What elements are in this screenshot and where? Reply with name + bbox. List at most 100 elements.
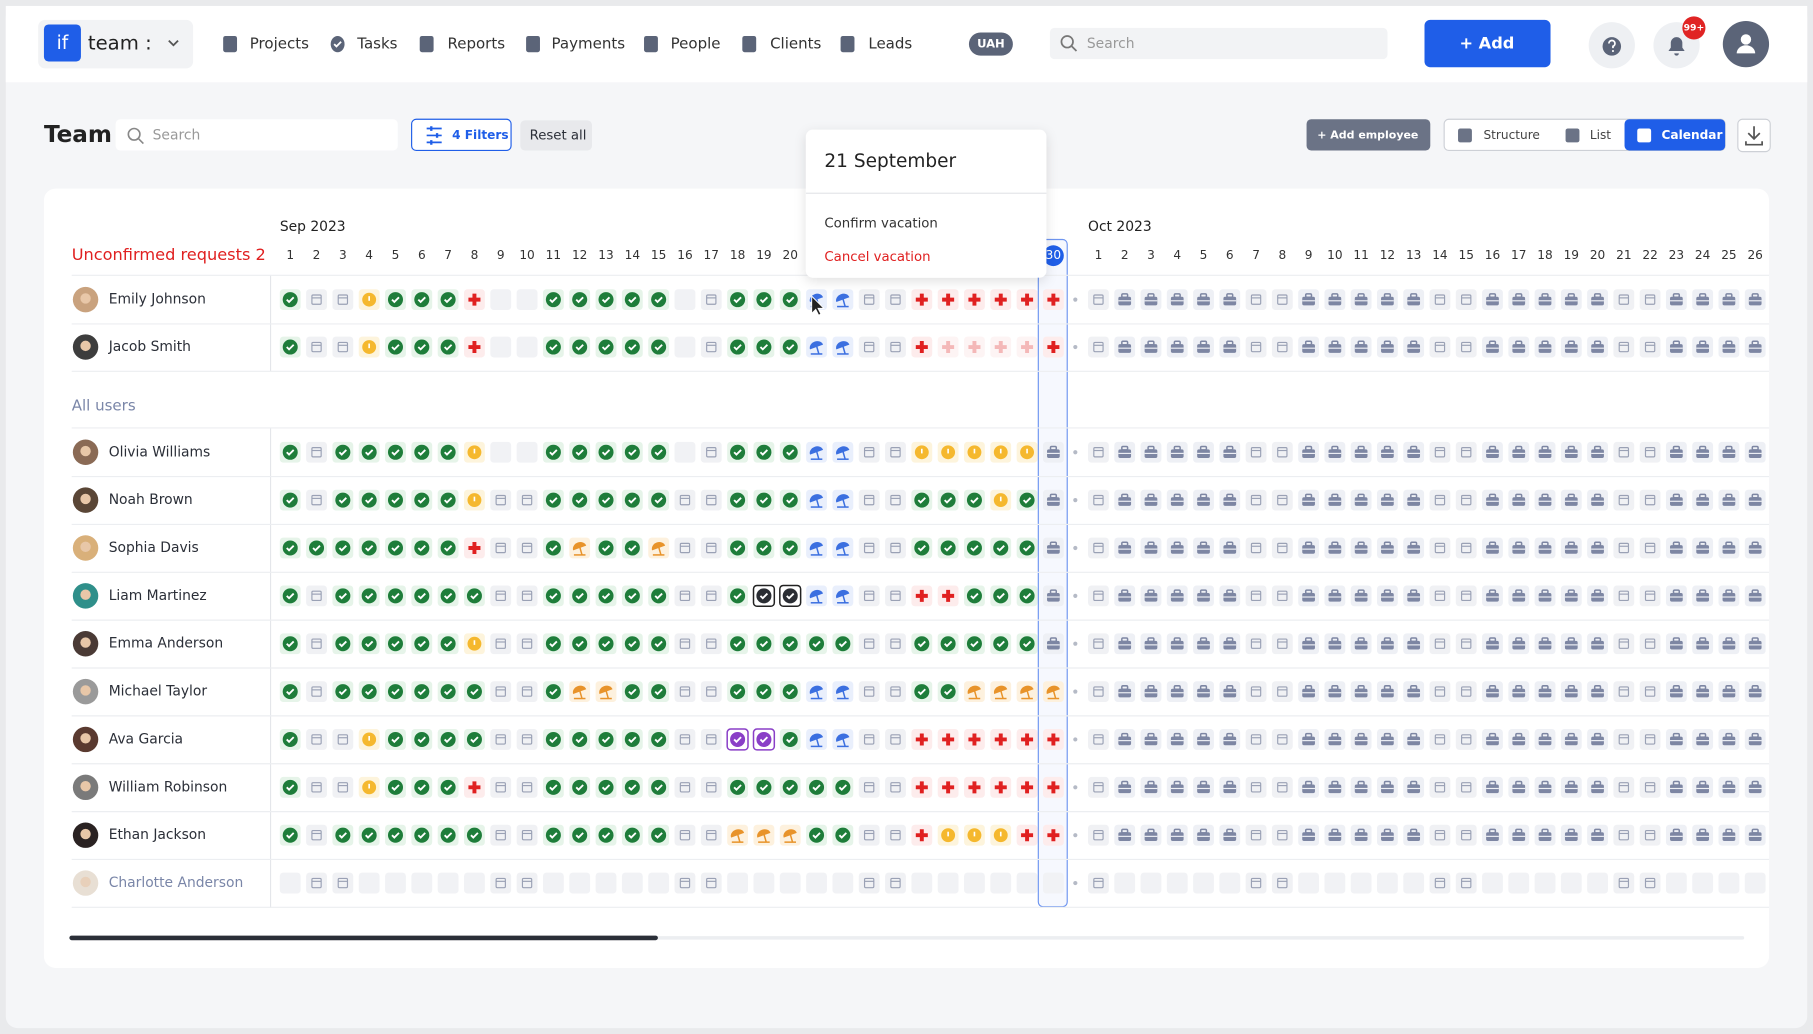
status-sick[interactable] — [911, 289, 933, 311]
status-day-off[interactable] — [674, 537, 696, 559]
status-planned[interactable] — [1692, 336, 1714, 358]
status-empty[interactable] — [358, 872, 380, 894]
status-planned[interactable] — [1324, 633, 1346, 655]
status-planned[interactable] — [1166, 489, 1188, 511]
status-pending[interactable] — [1016, 441, 1038, 463]
status-empty[interactable] — [964, 872, 985, 894]
status-sick[interactable] — [1042, 776, 1064, 798]
status-empty[interactable] — [595, 872, 617, 894]
status-working[interactable] — [648, 776, 670, 798]
status-vacation[interactable] — [806, 489, 827, 511]
status-day-off[interactable] — [885, 633, 906, 655]
status-day-off[interactable] — [306, 824, 327, 846]
status-planned[interactable] — [1350, 633, 1372, 655]
status-day-off[interactable] — [885, 681, 906, 702]
status-day-off[interactable] — [858, 633, 880, 655]
status-planned[interactable] — [1140, 289, 1162, 311]
status-planned[interactable] — [1482, 537, 1503, 559]
status-working[interactable] — [727, 537, 749, 559]
status-planned[interactable] — [1324, 681, 1346, 702]
status-working[interactable] — [542, 633, 564, 655]
status-planned[interactable] — [1403, 489, 1425, 511]
status-planned[interactable] — [1482, 729, 1503, 750]
status-empty[interactable] — [490, 289, 512, 311]
status-planned[interactable] — [1718, 336, 1740, 358]
nav-item[interactable]: Leads — [868, 35, 912, 53]
status-day-off[interactable] — [700, 336, 722, 358]
status-planned[interactable] — [1482, 336, 1503, 358]
status-planned[interactable] — [1042, 585, 1064, 607]
status-day-off[interactable] — [1429, 289, 1451, 311]
status-day-off[interactable] — [1639, 776, 1661, 798]
status-planned[interactable] — [1744, 336, 1766, 358]
status-planned[interactable] — [1560, 537, 1582, 559]
status-working[interactable] — [753, 336, 775, 358]
status-vacation[interactable] — [832, 289, 854, 311]
status-day-off[interactable] — [1245, 585, 1267, 607]
status-planned[interactable] — [1114, 489, 1136, 511]
status-planned[interactable] — [1692, 289, 1714, 311]
status-working[interactable] — [569, 585, 591, 607]
status-working[interactable] — [648, 729, 670, 750]
status-working[interactable] — [937, 489, 959, 511]
status-working[interactable] — [437, 633, 459, 655]
status-working[interactable] — [358, 633, 380, 655]
status-planned[interactable] — [1534, 289, 1556, 311]
status-planned[interactable] — [1534, 824, 1556, 846]
status-planned[interactable] — [1508, 681, 1530, 702]
status-day-off[interactable] — [1639, 489, 1661, 511]
status-planned[interactable] — [1534, 441, 1556, 463]
status-day-off[interactable] — [858, 585, 880, 607]
status-holiday[interactable] — [753, 824, 775, 846]
status-planned[interactable] — [1403, 336, 1425, 358]
status-pending[interactable] — [358, 289, 380, 311]
status-day-off[interactable] — [1088, 585, 1109, 607]
status-planned[interactable] — [1744, 776, 1766, 798]
status-planned[interactable] — [1193, 729, 1214, 750]
status-planned[interactable] — [1219, 441, 1241, 463]
status-planned[interactable] — [1482, 633, 1503, 655]
status-planned[interactable] — [1193, 585, 1214, 607]
status-empty[interactable] — [832, 872, 854, 894]
status-working[interactable] — [648, 681, 670, 702]
status-working[interactable] — [279, 537, 301, 559]
status-working[interactable] — [569, 633, 591, 655]
status-planned[interactable] — [1403, 824, 1425, 846]
status-working[interactable] — [385, 633, 406, 655]
status-working[interactable] — [595, 776, 617, 798]
status-day-off[interactable] — [1639, 872, 1661, 894]
status-day-off[interactable] — [1613, 776, 1635, 798]
status-working[interactable] — [411, 776, 433, 798]
status-sick[interactable] — [911, 729, 933, 750]
status-planned[interactable] — [1324, 585, 1346, 607]
status-planned[interactable] — [1193, 776, 1214, 798]
status-planned[interactable] — [1193, 441, 1214, 463]
status-day-off[interactable] — [1245, 489, 1267, 511]
status-pending[interactable] — [358, 336, 380, 358]
status-planned[interactable] — [1587, 585, 1608, 607]
status-planned[interactable] — [1377, 585, 1398, 607]
status-planned[interactable] — [1403, 537, 1425, 559]
add-button-label[interactable]: + Add — [1460, 34, 1515, 53]
status-sick-pending[interactable] — [937, 336, 959, 358]
status-vacation[interactable] — [832, 537, 854, 559]
status-planned[interactable] — [1377, 289, 1398, 311]
status-day-off[interactable] — [1455, 441, 1477, 463]
status-planned[interactable] — [1298, 585, 1320, 607]
status-working[interactable] — [648, 824, 670, 846]
status-working[interactable] — [621, 681, 643, 702]
status-empty[interactable] — [753, 872, 775, 894]
status-approved[interactable] — [779, 584, 802, 608]
status-working[interactable] — [937, 633, 959, 655]
status-planned[interactable] — [1114, 824, 1136, 846]
nav-icon[interactable] — [742, 36, 757, 53]
status-empty[interactable] — [648, 872, 670, 894]
status-working[interactable] — [332, 537, 354, 559]
status-planned[interactable] — [1324, 729, 1346, 750]
status-working[interactable] — [279, 489, 301, 511]
status-working[interactable] — [753, 489, 775, 511]
status-empty[interactable] — [1665, 872, 1687, 894]
status-planned[interactable] — [1350, 537, 1372, 559]
status-sick[interactable] — [1016, 824, 1038, 846]
status-working[interactable] — [779, 681, 801, 702]
